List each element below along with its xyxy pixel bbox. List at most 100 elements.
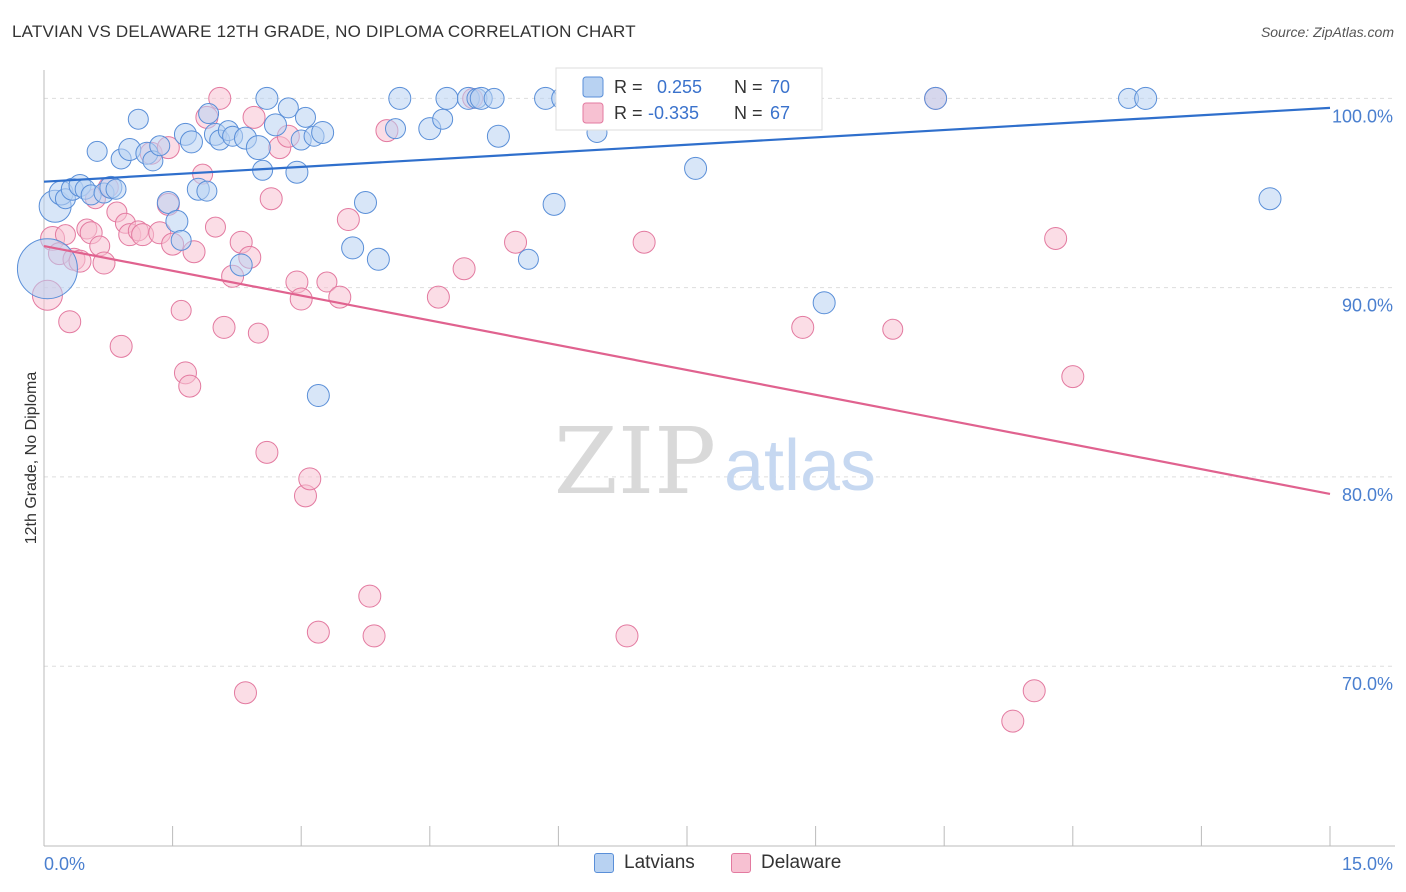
delaware-point [170,299,192,321]
latvians-point [263,113,287,137]
latvians-point [105,178,127,200]
latvians-point [277,97,299,119]
latvians-point [354,190,377,214]
delaware-point [452,257,476,281]
delaware-point [259,187,283,211]
bottom-legend-delaware-label: Delaware [761,852,842,873]
bottom-legend-delaware[interactable]: Delaware [731,852,841,874]
latvians-point [366,247,390,271]
y-tick-label: 70.0% [1342,674,1393,694]
legend-n-label-latvians: N = [734,77,763,97]
latvians-point [1134,86,1158,110]
latvians-swatch [594,853,614,873]
latvians-point [255,86,279,110]
latvians-point [179,130,203,154]
latvians-point [385,118,407,140]
latvians-point [16,238,78,300]
y-tick-label: 100.0% [1332,106,1393,126]
delaware-point [255,440,279,464]
latvians-point [245,135,271,161]
latvians-point [341,236,365,260]
delaware-point [426,285,450,309]
latvians-point [483,87,505,109]
legend-box: R = 0.255 N = 70 R = -0.335 N = 67 [555,67,823,131]
delaware-point [504,230,528,254]
legend-r-label-latvians: R = [614,77,643,97]
delaware-point [247,322,269,344]
trend-layer [43,106,1331,496]
watermark: ZIP atlas [554,408,876,515]
y-tick-label: 90.0% [1342,296,1393,316]
delaware-point [204,216,226,238]
latvians-point [486,124,510,148]
delaware-point [58,310,82,334]
latvians-point [435,86,459,110]
bottom-legend-latvians-label: Latvians [624,852,695,873]
latvians-point [196,180,218,202]
y-tick-label: 80.0% [1342,485,1393,505]
latvians-point [812,291,836,315]
delaware-point [178,374,202,398]
delaware-swatch [731,853,751,873]
delaware-point [1061,365,1085,389]
delaware-point [1044,226,1068,250]
latvians-point [432,108,454,130]
delaware-trend-line [43,244,1331,496]
x-tick-label: 15.0% [1342,854,1393,874]
delaware-point [791,315,815,339]
delaware-point [1022,679,1046,703]
delaware-point [298,467,322,491]
grid-layer [44,97,1395,667]
latvians-point [1258,187,1282,211]
delaware-point [289,287,313,311]
latvians-point [924,86,948,110]
latvians-point [306,384,330,408]
axis-layer: 100.0% 90.0% 80.0% 70.0% 0.0% 15.0% [43,70,1395,874]
latvians-point [229,253,253,277]
legend-n-value-latvians: 70 [770,77,790,97]
delaware-point [208,86,232,110]
latvians-point [517,248,539,270]
latvians-point [294,106,316,128]
delaware-point [615,624,639,648]
delaware-point [1001,709,1025,733]
latvians-point [149,135,171,157]
legend-swatch-delaware [582,102,604,124]
latvians-point [165,209,189,233]
legend-r-value-delaware: -0.335 [648,103,699,123]
legend-r-value-latvians: 0.255 [657,77,702,97]
latvians-point [311,120,335,144]
delaware-point [109,334,133,358]
delaware-point [316,271,338,293]
delaware-point [358,584,382,608]
x-tick-label: 0.0% [44,854,85,874]
latvians-trend-line [43,106,1331,183]
delaware-point [306,620,330,644]
watermark-atlas: atlas [724,426,876,506]
latvians-point [684,156,708,180]
latvians-point [156,190,180,214]
chart-source: Source: ZipAtlas.com [1260,24,1394,40]
legend-n-value-delaware: 67 [770,103,790,123]
bottom-legend-latvians[interactable]: Latvians [594,852,695,874]
latvians-point [285,160,309,184]
delaware-point [632,230,656,254]
legend-r-label-delaware: R = [614,103,643,123]
delaware-point [882,318,904,340]
delaware-point [233,681,257,705]
latvians-point [388,86,412,110]
latvians-point [170,229,192,251]
latvians-point [198,103,220,125]
chart-title: LATVIAN VS DELAWARE 12TH GRADE, NO DIPLO… [12,22,636,41]
delaware-point [362,624,386,648]
latvians-point [86,140,108,162]
y-axis-label: 12th Grade, No Diploma [23,372,40,545]
delaware-point [336,208,360,232]
legend-n-label-delaware: N = [734,103,763,123]
latvians-point [127,108,149,130]
legend-swatch-latvians [582,76,604,98]
delaware-point [242,105,266,129]
latvians-point [542,192,566,216]
bottom-legend: Latvians Delaware [0,850,1406,880]
